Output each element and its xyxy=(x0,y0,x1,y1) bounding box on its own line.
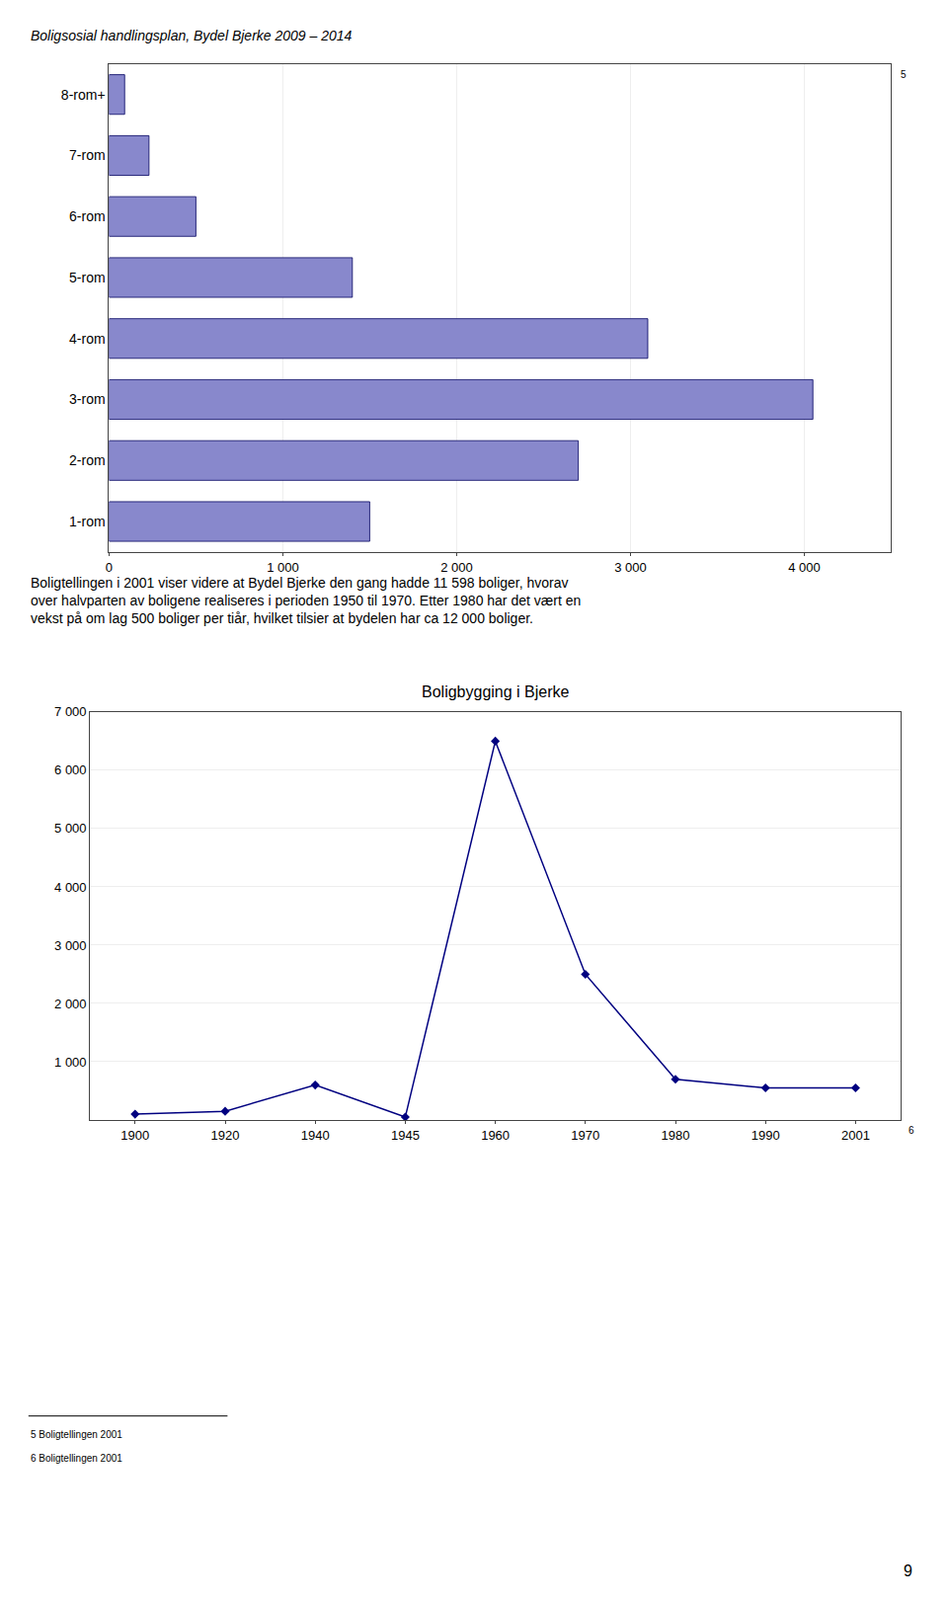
svg-text:6-rom: 6-rom xyxy=(69,208,106,225)
svg-text:3 000: 3 000 xyxy=(614,559,647,575)
svg-text:4 000: 4 000 xyxy=(54,878,87,894)
svg-text:2001: 2001 xyxy=(841,1127,870,1143)
svg-text:3-rom: 3-rom xyxy=(69,391,106,407)
svg-text:Boligtellingen i 2001 viser vi: Boligtellingen i 2001 viser videre at By… xyxy=(30,574,581,627)
svg-text:1960: 1960 xyxy=(480,1127,510,1143)
svg-text:6 000: 6 000 xyxy=(54,762,87,778)
svg-text:7-rom: 7-rom xyxy=(69,147,106,163)
svg-text:6 Boligtellingen 2001: 6 Boligtellingen 2001 xyxy=(30,1452,123,1464)
svg-text:1970: 1970 xyxy=(570,1127,600,1143)
svg-text:1 000: 1 000 xyxy=(54,1054,87,1070)
svg-text:Boligbygging i Bjerke: Boligbygging i Bjerke xyxy=(421,683,570,701)
svg-text:5: 5 xyxy=(900,69,907,80)
svg-text:2 000: 2 000 xyxy=(54,996,87,1012)
svg-text:1900: 1900 xyxy=(120,1127,150,1143)
svg-text:3 000: 3 000 xyxy=(54,938,87,953)
svg-text:1990: 1990 xyxy=(751,1127,781,1143)
svg-text:9: 9 xyxy=(903,1562,913,1580)
svg-text:5 000: 5 000 xyxy=(54,820,87,836)
svg-text:1945: 1945 xyxy=(391,1127,420,1143)
svg-text:1980: 1980 xyxy=(661,1127,691,1143)
svg-text:2-rom: 2-rom xyxy=(69,452,106,469)
svg-text:1 000: 1 000 xyxy=(266,559,300,575)
svg-text:4 000: 4 000 xyxy=(788,559,821,575)
svg-text:5 Boligtellingen 2001: 5 Boligtellingen 2001 xyxy=(30,1428,123,1440)
svg-text:8-rom+: 8-rom+ xyxy=(61,86,106,103)
svg-text:2 000: 2 000 xyxy=(440,559,474,575)
svg-text:0: 0 xyxy=(105,559,113,575)
svg-text:7 000: 7 000 xyxy=(54,704,87,719)
svg-text:6: 6 xyxy=(908,1124,915,1136)
svg-text:4-rom: 4-rom xyxy=(69,330,106,347)
svg-text:1-rom: 1-rom xyxy=(69,513,106,530)
svg-text:5-rom: 5-rom xyxy=(69,269,106,286)
svg-text:1920: 1920 xyxy=(211,1127,240,1143)
svg-text:Boligsosial handlingsplan, Byd: Boligsosial handlingsplan, Bydel Bjerke … xyxy=(30,27,353,44)
svg-text:1940: 1940 xyxy=(301,1127,330,1143)
